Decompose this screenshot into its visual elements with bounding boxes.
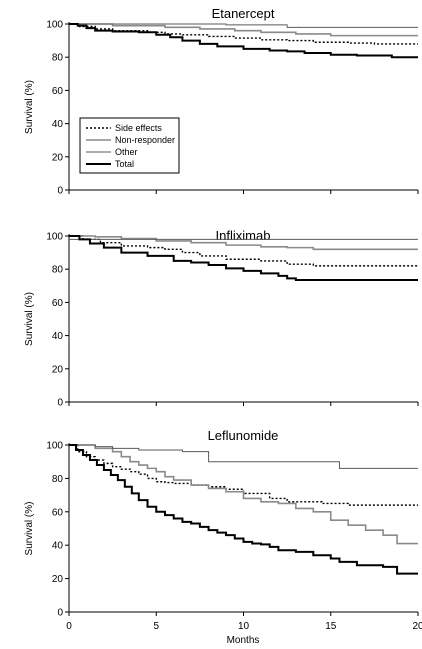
legend-label: Side effects — [115, 123, 162, 133]
y-tick-label: 20 — [52, 364, 64, 375]
series-total — [69, 444, 418, 575]
x-tick-label: 5 — [153, 621, 159, 632]
y-tick-label: 60 — [52, 298, 64, 309]
panel-3: 0 20 40 60 80 100 0 5 10 15 20 Leflunomide Survival … — [24, 428, 422, 646]
y-tick-label: 20 — [52, 574, 64, 585]
y-tick-label: 80 — [52, 265, 64, 276]
y-tick-label: 100 — [46, 232, 63, 243]
x-tick-label: 15 — [325, 621, 337, 632]
legend: Side effects Non-responder Other Total — [79, 117, 180, 174]
y-tick-label: 100 — [46, 441, 63, 452]
x-tick-label: 0 — [66, 621, 72, 632]
y-tick-label: 80 — [52, 53, 64, 64]
series-total — [69, 235, 418, 281]
panel-title: Etanercept — [212, 6, 275, 21]
panel-1: 0 20 40 60 80 100 Etanercept Survival (%) Side e… — [24, 6, 419, 197]
series-non-responder — [69, 23, 418, 37]
y-tick-label: 100 — [46, 20, 63, 31]
y-tick-label: 20 — [52, 152, 64, 163]
x-tick-label: 10 — [238, 621, 250, 632]
y-axis-label: Survival (%) — [24, 502, 35, 556]
series-side-effects — [69, 23, 418, 45]
y-tick-label: 0 — [57, 608, 63, 619]
series-non-responder — [69, 235, 418, 251]
y-tick-label: 60 — [52, 86, 64, 97]
series-side-effects — [69, 444, 418, 506]
y-tick-label: 40 — [52, 331, 64, 342]
y-tick-label: 0 — [57, 186, 63, 197]
panel-title: Infliximab — [216, 228, 271, 243]
x-axis-label: Months — [227, 635, 260, 646]
panel-2: 0 20 40 60 80 100 Infliximab Survival (%) — [24, 228, 419, 409]
panel-title: Leflunomide — [208, 428, 279, 443]
series-other — [69, 444, 418, 469]
series-other — [69, 23, 418, 28]
y-tick-label: 0 — [57, 398, 63, 409]
legend-label: Other — [115, 147, 138, 157]
y-axis-label: Survival (%) — [24, 292, 35, 346]
x-tick-label: 20 — [412, 621, 422, 632]
legend-label: Total — [115, 159, 134, 169]
y-tick-label: 40 — [52, 119, 64, 130]
legend-label: Non-responder — [115, 135, 175, 145]
series-non-responder — [69, 444, 418, 545]
y-tick-label: 80 — [52, 474, 64, 485]
series-total — [69, 23, 418, 59]
y-axis-label: Survival (%) — [24, 80, 35, 134]
y-tick-label: 40 — [52, 541, 64, 552]
y-tick-label: 60 — [52, 507, 64, 518]
